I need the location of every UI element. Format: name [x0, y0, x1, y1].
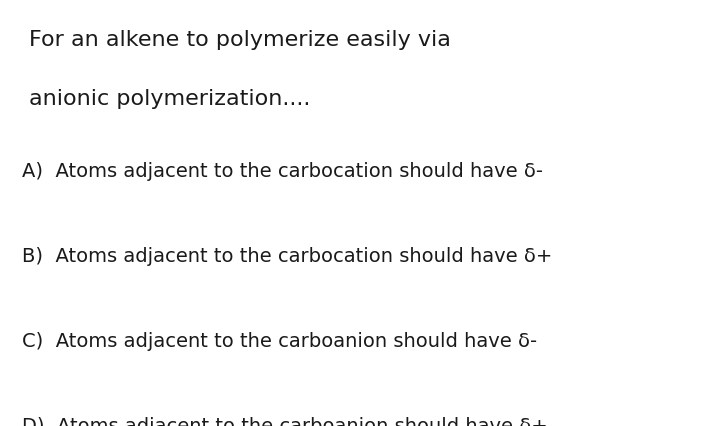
Text: A)  Atoms adjacent to the carbocation should have δ-: A) Atoms adjacent to the carbocation sho… [22, 162, 543, 181]
Text: anionic polymerization....: anionic polymerization.... [29, 89, 311, 109]
Text: For an alkene to polymerize easily via: For an alkene to polymerize easily via [29, 30, 451, 50]
Text: D)  Atoms adjacent to the carboanion should have δ+: D) Atoms adjacent to the carboanion shou… [22, 417, 547, 426]
Text: C)  Atoms adjacent to the carboanion should have δ-: C) Atoms adjacent to the carboanion shou… [22, 332, 537, 351]
Text: B)  Atoms adjacent to the carbocation should have δ+: B) Atoms adjacent to the carbocation sho… [22, 247, 552, 266]
